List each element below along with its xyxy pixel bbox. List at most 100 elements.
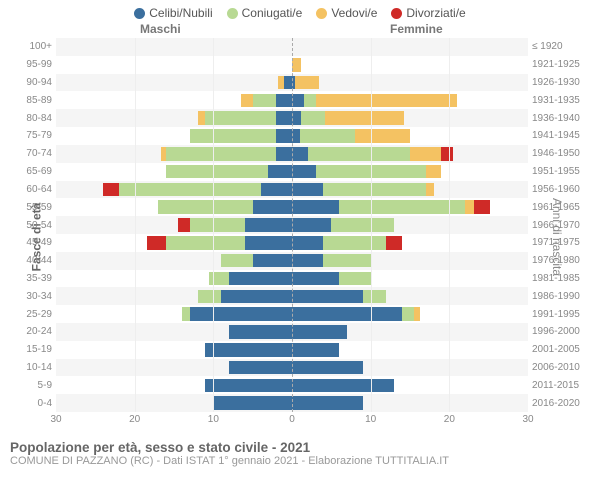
legend: Celibi/NubiliConiugati/eVedovi/eDivorzia… — [0, 0, 600, 22]
female-bar — [292, 218, 528, 232]
legend-item: Vedovi/e — [316, 6, 377, 20]
age-label: 0-4 — [20, 394, 54, 412]
bar-segment — [292, 236, 323, 250]
legend-label: Coniugati/e — [242, 6, 303, 20]
age-label: 55-59 — [20, 198, 54, 216]
bar-segment — [229, 272, 292, 286]
bar-segment — [268, 165, 292, 179]
male-bar — [56, 325, 292, 339]
bar-segment — [331, 218, 394, 232]
x-axis: 3020100102030 — [56, 414, 528, 432]
female-bar — [292, 111, 528, 125]
bar-segment — [284, 76, 292, 90]
birth-label: 1931-1935 — [530, 91, 594, 109]
x-tick-label: 20 — [444, 414, 455, 425]
bar-segment — [300, 129, 355, 143]
age-label: 95-99 — [20, 56, 54, 74]
male-bar — [56, 396, 292, 410]
female-bar — [292, 272, 528, 286]
legend-swatch — [134, 8, 145, 19]
male-bar — [56, 183, 292, 197]
male-bar — [56, 254, 292, 268]
legend-swatch — [316, 8, 327, 19]
bar-segment — [182, 307, 190, 321]
birth-label: 1951-1955 — [530, 163, 594, 181]
age-label: 50-54 — [20, 216, 54, 234]
bar-segment — [103, 183, 119, 197]
female-bar — [292, 147, 528, 161]
bar-segment — [292, 111, 301, 125]
chart-area: Fasce di età Anni di nascita 100+95-9990… — [0, 38, 600, 436]
bar-segment — [241, 94, 253, 108]
birth-label: 1956-1960 — [530, 181, 594, 199]
bar-segment — [292, 254, 323, 268]
male-bar — [56, 236, 292, 250]
age-label: 10-14 — [20, 359, 54, 377]
label-femmine: Femmine — [390, 22, 443, 36]
male-bar — [56, 94, 292, 108]
birth-label: 1941-1945 — [530, 127, 594, 145]
bar-segment — [253, 94, 277, 108]
birth-label: 1991-1995 — [530, 305, 594, 323]
bar-segment — [245, 218, 292, 232]
footer: Popolazione per età, sesso e stato civil… — [0, 436, 600, 467]
bar-segment — [190, 218, 245, 232]
female-bar — [292, 307, 528, 321]
legend-label: Vedovi/e — [331, 6, 377, 20]
male-bar — [56, 129, 292, 143]
female-bar — [292, 343, 528, 357]
birth-label: 1996-2000 — [530, 323, 594, 341]
male-bar — [56, 272, 292, 286]
male-bar — [56, 165, 292, 179]
bar-segment — [301, 111, 325, 125]
bar-segment — [190, 129, 277, 143]
bar-segment — [245, 236, 292, 250]
bar-segment — [292, 218, 331, 232]
age-label: 85-89 — [20, 91, 54, 109]
bar-segment — [308, 147, 410, 161]
birth-label: 1981-1985 — [530, 270, 594, 288]
bar-segment — [325, 111, 404, 125]
male-bar — [56, 111, 292, 125]
gridline — [213, 38, 214, 412]
birth-label: 1966-1970 — [530, 216, 594, 234]
bar-segment — [178, 218, 190, 232]
bar-segment — [363, 290, 387, 304]
male-bar — [56, 343, 292, 357]
bar-segment — [292, 396, 363, 410]
male-bar — [56, 40, 292, 54]
age-label: 25-29 — [20, 305, 54, 323]
age-label: 75-79 — [20, 127, 54, 145]
age-label: 100+ — [20, 38, 54, 56]
female-bar — [292, 94, 528, 108]
age-label: 20-24 — [20, 323, 54, 341]
bar-segment — [292, 379, 394, 393]
bar-segment — [316, 94, 458, 108]
footer-subtitle: COMUNE DI PAZZANO (RC) - Dati ISTAT 1° g… — [10, 455, 590, 467]
birth-label: 2011-2015 — [530, 376, 594, 394]
female-bar — [292, 183, 528, 197]
male-bar — [56, 379, 292, 393]
bar-segment — [339, 272, 370, 286]
bar-segment — [323, 183, 425, 197]
bar-segment — [190, 307, 292, 321]
bar-segment — [292, 361, 363, 375]
birth-label: 2006-2010 — [530, 359, 594, 377]
bar-segment — [205, 111, 276, 125]
female-bar — [292, 325, 528, 339]
subheader: Maschi Femmine — [0, 22, 600, 38]
bar-segment — [229, 325, 292, 339]
legend-item: Divorziati/e — [391, 6, 465, 20]
x-tick-label: 10 — [208, 414, 219, 425]
female-bar — [292, 58, 528, 72]
bar-segment — [292, 200, 339, 214]
bar-segment — [158, 200, 252, 214]
female-bar — [292, 379, 528, 393]
bar-segment — [276, 147, 292, 161]
age-label: 40-44 — [20, 252, 54, 270]
birth-label: 2016-2020 — [530, 394, 594, 412]
female-bar — [292, 290, 528, 304]
bar-segment — [221, 254, 252, 268]
male-bar — [56, 218, 292, 232]
female-bar — [292, 200, 528, 214]
